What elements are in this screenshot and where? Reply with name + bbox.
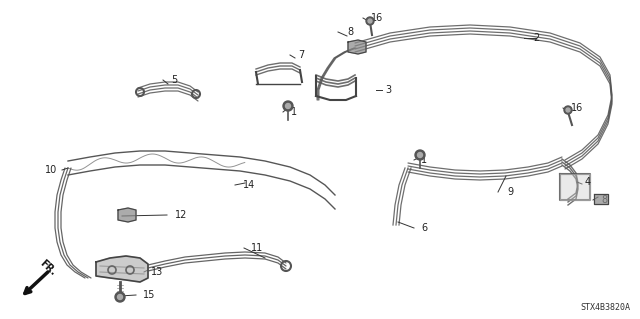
Text: 1: 1	[291, 107, 297, 117]
Polygon shape	[560, 174, 590, 200]
Text: 8: 8	[601, 195, 607, 205]
Circle shape	[566, 108, 570, 112]
Text: 14: 14	[243, 180, 255, 190]
Circle shape	[118, 294, 122, 300]
Text: FR.: FR.	[38, 258, 58, 278]
Text: 10: 10	[45, 165, 57, 175]
Text: 15: 15	[143, 290, 156, 300]
Polygon shape	[118, 208, 136, 222]
Text: 11: 11	[251, 243, 263, 253]
Text: 13: 13	[151, 267, 163, 277]
Text: 1: 1	[421, 155, 427, 165]
Circle shape	[415, 150, 425, 160]
Text: 3: 3	[385, 85, 391, 95]
Circle shape	[366, 17, 374, 25]
Text: 4: 4	[585, 177, 591, 187]
Text: 16: 16	[571, 103, 583, 113]
Text: 7: 7	[298, 50, 304, 60]
Text: 6: 6	[421, 223, 427, 233]
Polygon shape	[96, 256, 148, 282]
Polygon shape	[348, 40, 366, 54]
Text: 2: 2	[533, 33, 540, 43]
Circle shape	[368, 19, 372, 23]
Circle shape	[283, 101, 293, 111]
Text: 16: 16	[371, 13, 383, 23]
Circle shape	[115, 292, 125, 302]
Bar	[594, 194, 608, 204]
Circle shape	[417, 152, 422, 158]
Text: STX4B3820A: STX4B3820A	[580, 303, 630, 312]
Text: 12: 12	[175, 210, 188, 220]
Circle shape	[285, 103, 291, 108]
Text: 8: 8	[347, 27, 353, 37]
Circle shape	[564, 106, 572, 114]
Text: 5: 5	[171, 75, 177, 85]
Text: 9: 9	[507, 187, 513, 197]
